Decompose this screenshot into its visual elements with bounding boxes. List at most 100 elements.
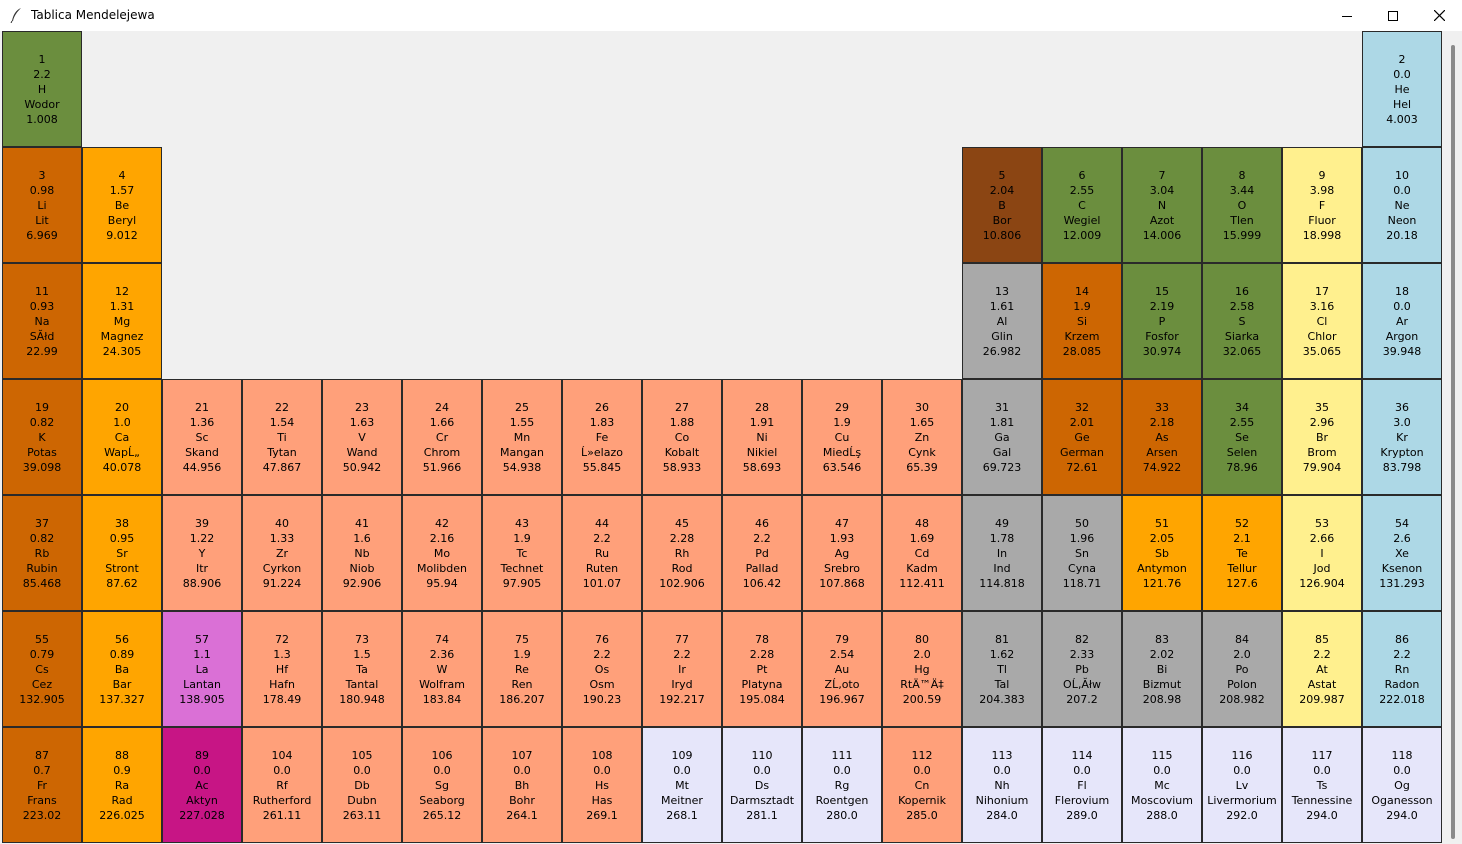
element-cell[interactable]: 3 0.98 Li Lit 6.969 xyxy=(2,147,82,263)
element-cell[interactable]: 9 3.98 F Fluor 18.998 xyxy=(1282,147,1362,263)
minimize-button[interactable] xyxy=(1324,0,1370,31)
element-mass: 227.028 xyxy=(179,808,225,822)
element-cell[interactable]: 18 0.0 Ar Argon 39.948 xyxy=(1362,263,1442,379)
element-cell[interactable]: 82 2.33 Pb OĹ‚Ăłw 207.2 xyxy=(1042,611,1122,727)
element-cell[interactable]: 84 2.0 Po Polon 208.982 xyxy=(1202,611,1282,727)
element-cell[interactable]: 38 0.95 Sr Stront 87.62 xyxy=(82,495,162,611)
element-cell[interactable]: 56 0.89 Ba Bar 137.327 xyxy=(82,611,162,727)
element-cell[interactable]: 19 0.82 K Potas 39.098 xyxy=(2,379,82,495)
element-cell[interactable]: 111 0.0 Rg Roentgen 280.0 xyxy=(802,727,882,843)
element-cell[interactable]: 27 1.88 Co Kobalt 58.933 xyxy=(642,379,722,495)
close-button[interactable] xyxy=(1416,0,1462,31)
element-cell[interactable]: 36 3.0 Kr Krypton 83.798 xyxy=(1362,379,1442,495)
element-cell[interactable]: 41 1.6 Nb Niob 92.906 xyxy=(322,495,402,611)
element-cell[interactable]: 12 1.31 Mg Magnez 24.305 xyxy=(82,263,162,379)
element-cell[interactable]: 35 2.96 Br Brom 79.904 xyxy=(1282,379,1362,495)
element-cell[interactable]: 46 2.2 Pd Pallad 106.42 xyxy=(722,495,802,611)
element-cell[interactable]: 11 0.93 Na SĂłd 22.99 xyxy=(2,263,82,379)
element-cell[interactable]: 107 0.0 Bh Bohr 264.1 xyxy=(482,727,562,843)
element-cell[interactable]: 80 2.0 Hg RtÄ™Ä‡ 200.59 xyxy=(882,611,962,727)
element-cell[interactable]: 2 0.0 He Hel 4.003 xyxy=(1362,31,1442,147)
element-cell[interactable]: 109 0.0 Mt Meitner 268.1 xyxy=(642,727,722,843)
element-cell[interactable]: 117 0.0 Ts Tennessine 294.0 xyxy=(1282,727,1362,843)
element-cell[interactable]: 115 0.0 Mc Moscovium 288.0 xyxy=(1122,727,1202,843)
element-electronegativity: 0.82 xyxy=(29,415,55,429)
element-cell[interactable]: 42 2.16 Mo Molibden 95.94 xyxy=(402,495,482,611)
element-cell[interactable]: 8 3.44 O Tlen 15.999 xyxy=(1202,147,1282,263)
element-cell[interactable]: 54 2.6 Xe Ksenon 131.293 xyxy=(1362,495,1442,611)
maximize-button[interactable] xyxy=(1370,0,1416,31)
element-cell[interactable]: 10 0.0 Ne Neon 20.18 xyxy=(1362,147,1442,263)
element-cell[interactable]: 45 2.28 Rh Rod 102.906 xyxy=(642,495,722,611)
element-cell[interactable]: 75 1.9 Re Ren 186.207 xyxy=(482,611,562,727)
element-cell[interactable]: 73 1.5 Ta Tantal 180.948 xyxy=(322,611,402,727)
element-cell[interactable]: 110 0.0 Ds Darmsztadt 281.1 xyxy=(722,727,802,843)
element-cell[interactable]: 47 1.93 Ag Srebro 107.868 xyxy=(802,495,882,611)
scrollbar-thumb[interactable] xyxy=(1451,45,1455,839)
element-cell[interactable]: 5 2.04 B Bor 10.806 xyxy=(962,147,1042,263)
element-cell[interactable]: 30 1.65 Zn Cynk 65.39 xyxy=(882,379,962,495)
element-cell[interactable]: 116 0.0 Lv Livermorium 292.0 xyxy=(1202,727,1282,843)
element-cell[interactable]: 14 1.9 Si Krzem 28.085 xyxy=(1042,263,1122,379)
element-mass: 44.956 xyxy=(182,460,222,474)
element-cell[interactable]: 72 1.3 Hf Hafn 178.49 xyxy=(242,611,322,727)
element-cell[interactable]: 31 1.81 Ga Gal 69.723 xyxy=(962,379,1042,495)
element-cell[interactable]: 29 1.9 Cu MiedĹş 63.546 xyxy=(802,379,882,495)
element-electronegativity: 1.88 xyxy=(669,415,695,429)
element-cell[interactable]: 25 1.55 Mn Mangan 54.938 xyxy=(482,379,562,495)
element-cell[interactable]: 51 2.05 Sb Antymon 121.76 xyxy=(1122,495,1202,611)
element-cell[interactable]: 87 0.7 Fr Frans 223.02 xyxy=(2,727,82,843)
element-cell[interactable]: 118 0.0 Og Oganesson 294.0 xyxy=(1362,727,1442,843)
element-cell[interactable]: 76 2.2 Os Osm 190.23 xyxy=(562,611,642,727)
element-cell[interactable]: 77 2.2 Ir Iryd 192.217 xyxy=(642,611,722,727)
element-cell[interactable]: 74 2.36 W Wolfram 183.84 xyxy=(402,611,482,727)
element-cell[interactable]: 17 3.16 Cl Chlor 35.065 xyxy=(1282,263,1362,379)
element-cell[interactable]: 20 1.0 Ca WapĹ„ 40.078 xyxy=(82,379,162,495)
element-cell[interactable]: 7 3.04 N Azot 14.006 xyxy=(1122,147,1202,263)
element-cell[interactable]: 48 1.69 Cd Kadm 112.411 xyxy=(882,495,962,611)
element-cell[interactable]: 4 1.57 Be Beryl 9.012 xyxy=(82,147,162,263)
element-cell[interactable]: 13 1.61 Al Glin 26.982 xyxy=(962,263,1042,379)
element-cell[interactable]: 57 1.1 La Lantan 138.905 xyxy=(162,611,242,727)
element-cell[interactable]: 105 0.0 Db Dubn 263.11 xyxy=(322,727,402,843)
element-cell[interactable]: 16 2.58 S Siarka 32.065 xyxy=(1202,263,1282,379)
element-cell[interactable]: 43 1.9 Tc Technet 97.905 xyxy=(482,495,562,611)
element-cell[interactable]: 53 2.66 I Jod 126.904 xyxy=(1282,495,1362,611)
element-cell[interactable]: 113 0.0 Nh Nihonium 284.0 xyxy=(962,727,1042,843)
element-cell[interactable]: 37 0.82 Rb Rubin 85.468 xyxy=(2,495,82,611)
element-cell[interactable]: 88 0.9 Ra Rad 226.025 xyxy=(82,727,162,843)
element-cell[interactable]: 86 2.2 Rn Radon 222.018 xyxy=(1362,611,1442,727)
element-cell[interactable]: 106 0.0 Sg Seaborg 265.12 xyxy=(402,727,482,843)
element-cell[interactable]: 39 1.22 Y Itr 88.906 xyxy=(162,495,242,611)
element-cell[interactable]: 108 0.0 Hs Has 269.1 xyxy=(562,727,642,843)
element-cell[interactable]: 21 1.36 Sc Skand 44.956 xyxy=(162,379,242,495)
element-cell[interactable]: 15 2.19 P Fosfor 30.974 xyxy=(1122,263,1202,379)
title-bar[interactable]: Tablica Mendelejewa xyxy=(0,0,1462,31)
vertical-scrollbar[interactable] xyxy=(1444,31,1462,844)
element-cell[interactable]: 40 1.33 Zr Cyrkon 91.224 xyxy=(242,495,322,611)
element-cell[interactable]: 32 2.01 Ge German 72.61 xyxy=(1042,379,1122,495)
element-cell[interactable]: 78 2.28 Pt Platyna 195.084 xyxy=(722,611,802,727)
element-cell[interactable]: 49 1.78 In Ind 114.818 xyxy=(962,495,1042,611)
element-cell[interactable]: 23 1.63 V Wand 50.942 xyxy=(322,379,402,495)
element-cell[interactable]: 33 2.18 As Arsen 74.922 xyxy=(1122,379,1202,495)
element-cell[interactable]: 26 1.83 Fe Ĺ»elazo 55.845 xyxy=(562,379,642,495)
element-cell[interactable]: 28 1.91 Ni Nikiel 58.693 xyxy=(722,379,802,495)
element-cell[interactable]: 50 1.96 Sn Cyna 118.71 xyxy=(1042,495,1122,611)
element-cell[interactable]: 24 1.66 Cr Chrom 51.966 xyxy=(402,379,482,495)
element-cell[interactable]: 1 2.2 H Wodor 1.008 xyxy=(2,31,82,147)
element-cell[interactable]: 52 2.1 Te Tellur 127.6 xyxy=(1202,495,1282,611)
element-cell[interactable]: 89 0.0 Ac Aktyn 227.028 xyxy=(162,727,242,843)
element-cell[interactable]: 79 2.54 Au ZĹ‚oto 196.967 xyxy=(802,611,882,727)
element-cell[interactable]: 44 2.2 Ru Ruten 101.07 xyxy=(562,495,642,611)
element-cell[interactable]: 6 2.55 C Wegiel 12.009 xyxy=(1042,147,1122,263)
element-cell[interactable]: 55 0.79 Cs Cez 132.905 xyxy=(2,611,82,727)
element-cell[interactable]: 104 0.0 Rf Rutherford 261.11 xyxy=(242,727,322,843)
element-cell[interactable]: 22 1.54 Ti Tytan 47.867 xyxy=(242,379,322,495)
element-cell[interactable]: 114 0.0 Fl Flerovium 289.0 xyxy=(1042,727,1122,843)
element-cell[interactable]: 83 2.02 Bi Bizmut 208.98 xyxy=(1122,611,1202,727)
element-cell[interactable]: 34 2.55 Se Selen 78.96 xyxy=(1202,379,1282,495)
element-cell[interactable]: 85 2.2 At Astat 209.987 xyxy=(1282,611,1362,727)
element-cell[interactable]: 81 1.62 Tl Tal 204.383 xyxy=(962,611,1042,727)
element-cell[interactable]: 112 0.0 Cn Kopernik 285.0 xyxy=(882,727,962,843)
